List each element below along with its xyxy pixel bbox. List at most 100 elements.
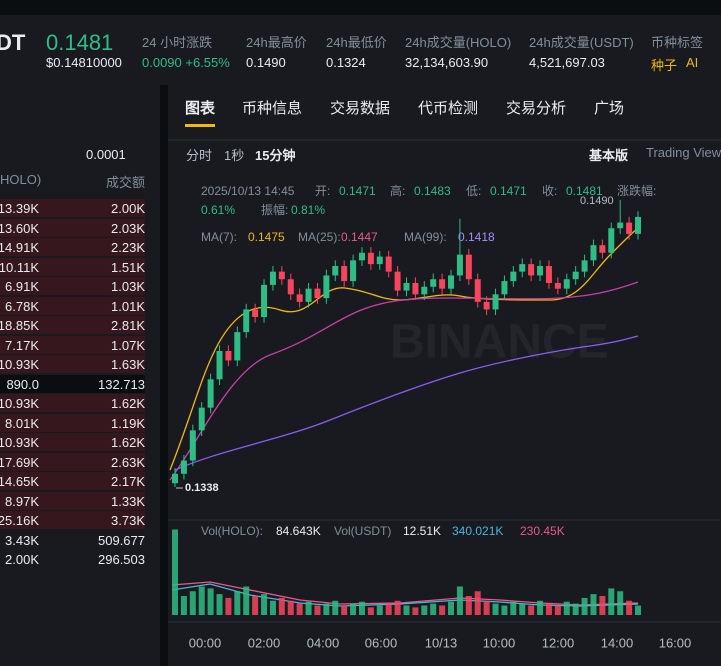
tab[interactable]: 交易分析 <box>506 100 567 117</box>
tab[interactable]: 图表 <box>185 100 216 117</box>
interval[interactable]: 15分钟 <box>255 148 296 163</box>
volume-bar <box>528 605 535 615</box>
volume-bar <box>456 586 463 615</box>
volume-bar <box>590 594 597 615</box>
book-total: 3.73K <box>111 513 145 528</box>
col-header: 成交额 <box>105 175 145 190</box>
candle-body <box>608 228 615 253</box>
stat-value: 0.0090 +6.55% <box>142 55 230 70</box>
book-total: 1.33K <box>111 493 145 509</box>
mode[interactable]: 基本版 <box>589 148 629 163</box>
volume-bar <box>296 603 303 615</box>
book-row-bg <box>0 355 145 373</box>
volume-bar <box>314 605 321 615</box>
volume-bar <box>358 601 365 615</box>
volume-bar <box>492 603 499 615</box>
volume-bar <box>635 605 641 615</box>
tag[interactable]: AI <box>686 55 699 70</box>
candle-body <box>554 283 561 289</box>
candle-body <box>626 222 633 234</box>
tag[interactable]: 种子 <box>651 58 678 73</box>
volume-bar <box>180 596 187 615</box>
mode[interactable]: Trading View <box>646 145 721 160</box>
interval[interactable]: 分时 <box>186 148 213 163</box>
col-header: HOLO) <box>0 172 42 187</box>
book-total: 1.62K <box>111 396 145 411</box>
volume-bar <box>554 605 561 615</box>
vol-legend: 340.021K <box>452 524 503 538</box>
volume-bar <box>207 588 214 615</box>
book-amount: 3.43K <box>5 532 39 548</box>
tab[interactable]: 代币检测 <box>418 100 479 117</box>
volume-bar <box>430 603 437 615</box>
candle-body <box>261 284 268 317</box>
candle-body <box>563 279 570 289</box>
volume-bar <box>323 603 330 615</box>
price: 0.1481 <box>46 30 114 55</box>
price-usd: $0.14810000 <box>46 55 122 70</box>
volume-bar <box>501 605 508 615</box>
candle-body <box>599 245 606 253</box>
book-amount: 8.01K <box>5 415 39 431</box>
interval[interactable]: 1秒 <box>224 148 245 163</box>
book-row-bg <box>0 472 145 490</box>
book-total: 2.03K <box>111 220 145 236</box>
book-amount: 17.69K <box>0 454 39 470</box>
book-row-bg <box>0 413 145 432</box>
book-amount: 890.0 <box>6 376 39 392</box>
volume-bar <box>448 601 455 615</box>
tab[interactable]: 币种信息 <box>242 100 303 117</box>
vol-legend: Vol(HOLO): <box>201 524 263 538</box>
stat-label: 24h成交量(HOLO) <box>405 35 512 50</box>
book-amount: 13.39K <box>0 201 39 216</box>
candle-body <box>439 279 446 289</box>
candle-body <box>545 266 552 283</box>
book-amount: 13.60K <box>0 220 39 236</box>
candle-body <box>617 222 624 229</box>
book-total: 1.19K <box>111 415 145 431</box>
volume-bar <box>608 588 615 615</box>
x-tick-label: 14:00 <box>601 635 634 650</box>
book-row-bg <box>0 335 145 354</box>
candle-body <box>332 266 339 276</box>
info-label: 涨跌幅: <box>617 183 656 198</box>
tab[interactable]: 广场 <box>594 100 625 117</box>
book-amount: 8.97K <box>5 493 39 509</box>
book-row-bg <box>0 530 145 549</box>
book-amount: 10.93K <box>0 396 39 411</box>
candle-body <box>234 332 241 361</box>
volume-bar <box>305 601 312 615</box>
volume-bar <box>563 601 570 615</box>
info-value: 0.1481 <box>566 184 603 198</box>
precision[interactable]: 0.0001 <box>86 147 126 162</box>
stat-value: 32,134,603.90 <box>405 55 489 70</box>
candle-body <box>492 294 499 310</box>
book-amount: 14.65K <box>0 474 39 489</box>
stat-value: 0.1490 <box>246 55 286 70</box>
ma-label: MA(25): <box>298 230 341 244</box>
book-total: 2.00K <box>111 201 145 216</box>
book-amount: 14.91K <box>0 240 39 255</box>
candle-body <box>456 254 463 276</box>
book-row-bg <box>0 394 145 412</box>
volume-bar <box>474 591 481 615</box>
book-total: 1.62K <box>111 435 145 450</box>
candle-body <box>394 271 401 291</box>
candle-body <box>314 288 321 299</box>
book-total: 132.713 <box>98 376 145 392</box>
book-row-bg <box>0 257 145 276</box>
volume-bar <box>261 594 268 615</box>
ma-label: MA(99): <box>404 230 447 244</box>
book-row-bg <box>0 511 145 529</box>
tab[interactable]: 交易数据 <box>330 100 391 117</box>
info-value: 0.1471 <box>490 184 527 198</box>
low-label: 0.1338 <box>185 482 219 494</box>
candle-body <box>207 379 214 408</box>
candle-body <box>385 256 392 272</box>
candle-body <box>572 271 579 280</box>
watermark: BINANCE <box>390 316 609 369</box>
candle-body <box>430 279 437 287</box>
stat-label: 24 小时涨跌 <box>142 35 213 50</box>
info-value: 0.61% <box>201 203 235 217</box>
book-total: 509.677 <box>98 532 145 548</box>
